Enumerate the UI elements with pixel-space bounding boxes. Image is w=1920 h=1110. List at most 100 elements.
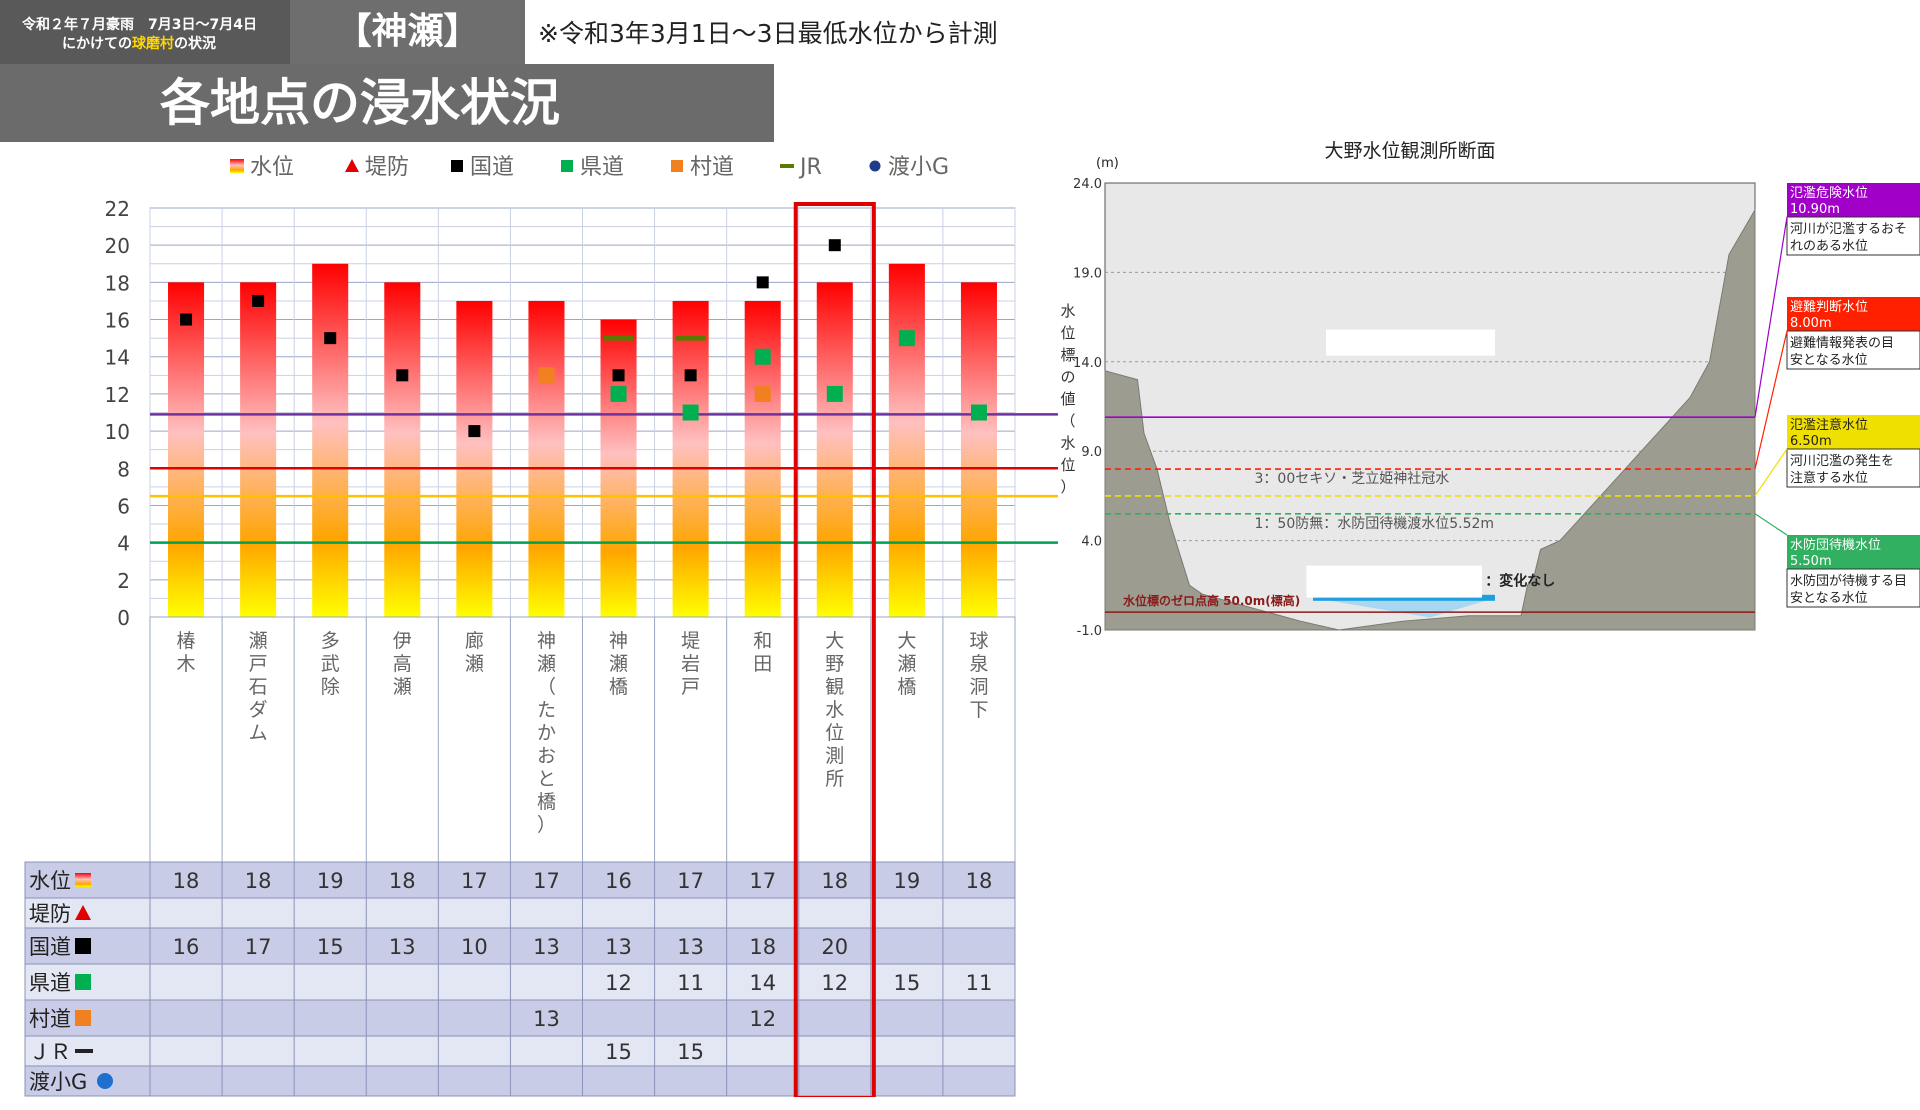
marker-jr (603, 335, 634, 341)
annotation-standby: 1：50防無：水防団待機渡水位5.52m (1255, 516, 1495, 532)
table-cell: 11 (966, 971, 993, 995)
level-desc: 水防団が待機する目 (1790, 573, 1907, 589)
table-cell: 17 (677, 869, 704, 893)
table-cell: 15 (677, 1040, 704, 1064)
legend-swatch-levee (345, 159, 359, 172)
table-icon-school (97, 1073, 113, 1089)
level-header (1787, 415, 1920, 449)
flood-depth-chart: 水位 堤防 国道 県道 村道 JR 渡小G0246810121416182022水位標の値（… (24, 155, 1076, 1097)
table-cell: 13 (533, 1007, 560, 1031)
category-label-char: 水 (825, 699, 844, 721)
table-cell: 17 (461, 869, 488, 893)
y-tick-label: 16 (105, 309, 130, 333)
level-connector (1754, 513, 1788, 536)
category-label-char: お (537, 745, 556, 767)
category-label-char: 岩 (681, 653, 700, 675)
level-connector (1754, 216, 1788, 418)
table-row (24, 999, 1016, 1037)
table-row (24, 963, 1016, 1001)
cross-section-chart: 大野水位観測所断面 (m) 24.0 19.0 14.0 9.0 4.0 -1.0 水位標のゼロ… (1073, 140, 1920, 639)
y-tick-label: 6 (117, 494, 130, 518)
bar-water-level (816, 282, 853, 617)
table-cell: 16 (173, 935, 200, 959)
category-label-char: 神 (609, 630, 628, 652)
table-icon-jr (75, 1049, 93, 1053)
level-connector (1754, 448, 1788, 497)
category-label-char: 所 (825, 768, 844, 790)
category-label-char: 堤 (681, 630, 700, 652)
category-label-char: 瀬 (897, 653, 916, 675)
table-cell: 17 (533, 869, 560, 893)
y-tick-label: 2 (117, 569, 130, 593)
table-cell: 14 (749, 971, 776, 995)
table-cell: 12 (749, 1007, 776, 1031)
marker-national-road (612, 369, 625, 382)
table-icon-water (75, 873, 91, 887)
side-label-char: （ (1060, 412, 1075, 430)
table-row (24, 927, 1016, 965)
category-label-char: 瀬 (537, 653, 556, 675)
legend-label: 堤防 (365, 155, 409, 180)
table-icon (75, 974, 91, 990)
bar-water-level (240, 282, 277, 617)
category-label-char: ） (537, 814, 556, 836)
section-y-tick: 14.0 (1073, 356, 1102, 371)
marker-national-road (324, 332, 337, 345)
table-row (24, 861, 1016, 899)
legend-swatch-school (869, 160, 881, 172)
category-label-char: 和 (753, 630, 772, 652)
category-label-char: 高 (393, 653, 412, 675)
level-name: 氾濫危険水位 (1790, 186, 1868, 201)
table-row-label: 県道 (29, 971, 71, 995)
event-label: 令和２年７月豪雨 7月3日〜7月4日 にかけての球磨村の状況 (0, 0, 290, 64)
marker-national-road (684, 369, 697, 382)
category-label-char: 大 (897, 630, 916, 652)
y-tick-label: 10 (105, 420, 130, 444)
table-cell: 17 (245, 935, 272, 959)
annotation-no-change: ：変化なし (1485, 572, 1555, 589)
marker-village-road (754, 385, 771, 402)
category-label-char: 神 (537, 630, 556, 652)
legend-swatch-water (230, 159, 244, 173)
y-tick-label: 18 (105, 271, 130, 295)
level-desc: 河川氾濫の発生を (1790, 454, 1894, 469)
legend-label: 村道 (690, 155, 734, 180)
level-desc-box (1786, 448, 1920, 488)
bar-water-level (960, 282, 997, 617)
table-cell: 18 (966, 869, 993, 893)
category-label-char: 廊 (465, 630, 484, 652)
category-label-char: 田 (753, 653, 772, 675)
event-line2-village: 球磨村 (132, 36, 174, 52)
category-label-char: 位 (825, 722, 844, 744)
category-label-char: （ (537, 676, 556, 698)
y-tick-label: 0 (117, 606, 130, 630)
table-cell: 19 (894, 869, 921, 893)
table-cell: 12 (605, 971, 632, 995)
category-label-char: 瀬 (609, 653, 628, 675)
category-label-char: 椿 (177, 630, 196, 652)
y-tick-label: 20 (105, 234, 130, 258)
side-label-char: 標 (1060, 346, 1075, 364)
category-label-char: 測 (825, 745, 844, 767)
category-label-char: 観 (825, 676, 844, 698)
level-header (1787, 535, 1920, 569)
category-label-char: 下 (969, 699, 988, 721)
table-row (24, 1065, 1016, 1097)
marker-prefectural-road (826, 385, 843, 402)
level-desc: 河川が氾濫するおそ (1790, 222, 1907, 237)
table-row (24, 1035, 1016, 1067)
level-desc-box (1786, 568, 1920, 608)
table-row-label: 渡小G (29, 1070, 87, 1094)
masked-area (1326, 329, 1495, 356)
category-label-char: 多 (321, 630, 340, 652)
category-label-char: 木 (177, 653, 196, 675)
side-label-char: 位 (1060, 324, 1075, 342)
table-cell: 18 (173, 869, 200, 893)
page-title: 各地点の浸水状況 (0, 64, 774, 142)
legend-label: 国道 (470, 155, 514, 180)
category-label-char: 球 (969, 630, 988, 652)
category-label-char: 野 (825, 653, 844, 675)
event-line2-post: の状況 (174, 36, 216, 52)
category-label-char: 武 (321, 653, 340, 675)
category-label-char: と (537, 768, 556, 790)
